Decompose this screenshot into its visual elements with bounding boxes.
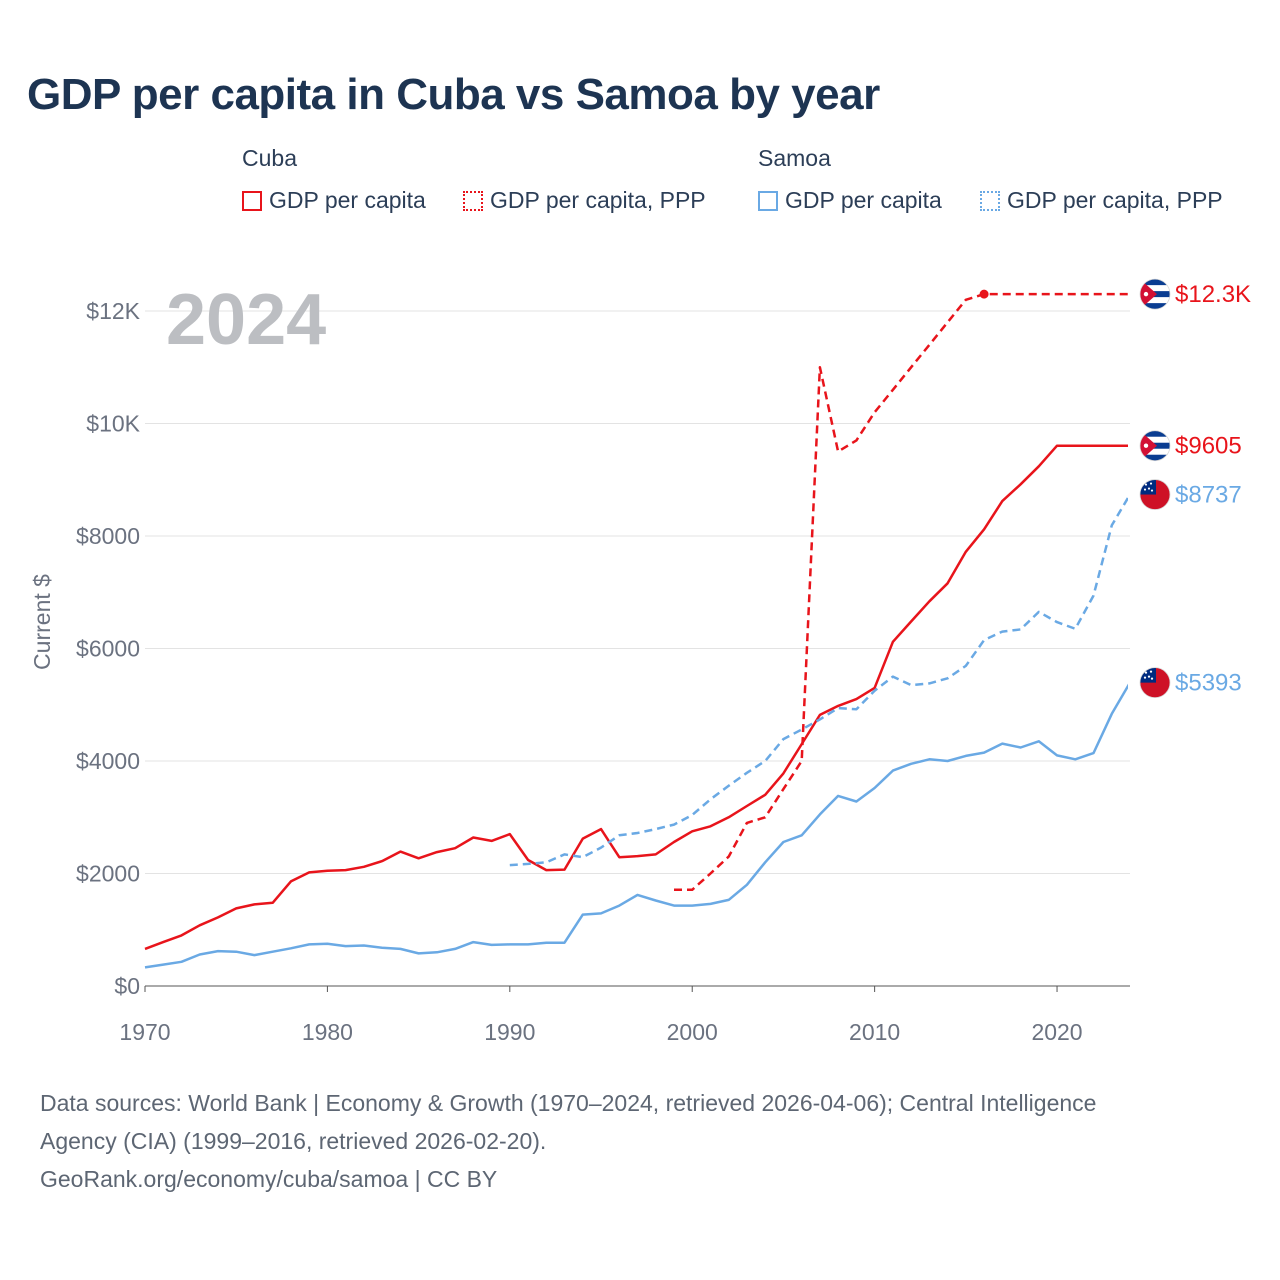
series-lines bbox=[144, 289, 1132, 969]
footer-source-line1: Data sources: World Bank | Economy & Gro… bbox=[40, 1090, 1097, 1116]
end-label-backdrop bbox=[1128, 669, 1140, 696]
legend-label-cuba-gdp: GDP per capita bbox=[269, 187, 426, 213]
y-tick-label: $2000 bbox=[76, 861, 140, 887]
legend-group-cuba: Cuba bbox=[242, 145, 297, 171]
end-value-label: $8737 bbox=[1175, 482, 1242, 509]
x-tick-label: 1990 bbox=[484, 1019, 535, 1045]
series-line-4 bbox=[509, 493, 1132, 867]
x-tick-label: 2020 bbox=[1031, 1019, 1082, 1045]
x-tick-label: 2000 bbox=[667, 1019, 718, 1045]
year-overlay: 2024 bbox=[166, 280, 326, 360]
legend-swatch-cuba-gdp bbox=[242, 190, 262, 211]
cuba-flag-icon-1 bbox=[1139, 430, 1171, 462]
cuba-flag-icon-2 bbox=[1139, 278, 1171, 310]
legend-item-samoa-gdp-ppp[interactable]: GDP per capita, PPP bbox=[980, 187, 1223, 214]
series-line-2 bbox=[674, 292, 1130, 892]
y-tick-label: $4000 bbox=[76, 748, 140, 774]
end-label-backdrop bbox=[1128, 281, 1140, 308]
legend-item-samoa-gdp[interactable]: GDP per capita bbox=[758, 187, 942, 214]
line-chart: 2024 $0 $2000 $4000 $6000 $8000 $10K $12K 1970… bbox=[29, 278, 1251, 1045]
y-axis-label: Current $ bbox=[29, 574, 55, 670]
legend-item-cuba-gdp[interactable]: GDP per capita bbox=[242, 187, 426, 214]
y-tick-label: $6000 bbox=[76, 636, 140, 662]
samoa-flag-icon-3 bbox=[1139, 667, 1171, 699]
x-axis-ticks: 1970 1980 1990 2000 2010 2020 bbox=[119, 986, 1083, 1045]
y-tick-label: $12K bbox=[86, 298, 140, 324]
y-tick-label: $8000 bbox=[76, 523, 140, 549]
series-line-1 bbox=[144, 444, 1130, 951]
legend-label-cuba-gdp-ppp: GDP per capita, PPP bbox=[490, 187, 706, 213]
legend-label-samoa-gdp-ppp: GDP per capita, PPP bbox=[1007, 187, 1223, 213]
legend-swatch-samoa-gdp bbox=[758, 190, 778, 211]
legend-swatch-samoa-gdp-ppp bbox=[980, 190, 1000, 211]
end-labels: $9605 $12.3K $5393 $8737 bbox=[1128, 278, 1251, 699]
x-tick-label: 1970 bbox=[119, 1019, 170, 1045]
end-value-label: $5393 bbox=[1175, 670, 1242, 697]
end-value-label: $12.3K bbox=[1175, 281, 1251, 308]
legend-swatch-cuba-gdp-ppp bbox=[463, 190, 483, 211]
series-end-marker bbox=[979, 289, 989, 299]
grid-lines bbox=[145, 310, 1130, 874]
legend-group-samoa: Samoa bbox=[758, 145, 831, 171]
samoa-flag-icon-4 bbox=[1139, 479, 1171, 510]
end-label-backdrop bbox=[1128, 432, 1140, 459]
x-tick-label: 2010 bbox=[849, 1019, 900, 1045]
footer-url: GeoRank.org/economy/cuba/samoa | CC BY bbox=[40, 1166, 498, 1192]
end-label-backdrop bbox=[1128, 481, 1140, 508]
legend-label-samoa-gdp: GDP per capita bbox=[785, 187, 942, 213]
end-value-label: $9605 bbox=[1175, 433, 1242, 460]
legend-item-cuba-gdp-ppp[interactable]: GDP per capita, PPP bbox=[463, 187, 706, 214]
y-axis-ticks: $0 $2000 $4000 $6000 $8000 $10K $12K bbox=[76, 298, 141, 999]
chart-title: GDP per capita in Cuba vs Samoa by year bbox=[27, 70, 880, 119]
footer-source-line2: Agency (CIA) (1999–2016, retrieved 2026-… bbox=[40, 1128, 547, 1154]
y-tick-label: $10K bbox=[86, 411, 140, 437]
series-line-3 bbox=[144, 681, 1132, 969]
x-tick-label: 1980 bbox=[302, 1019, 353, 1045]
y-tick-label: $0 bbox=[114, 973, 140, 999]
